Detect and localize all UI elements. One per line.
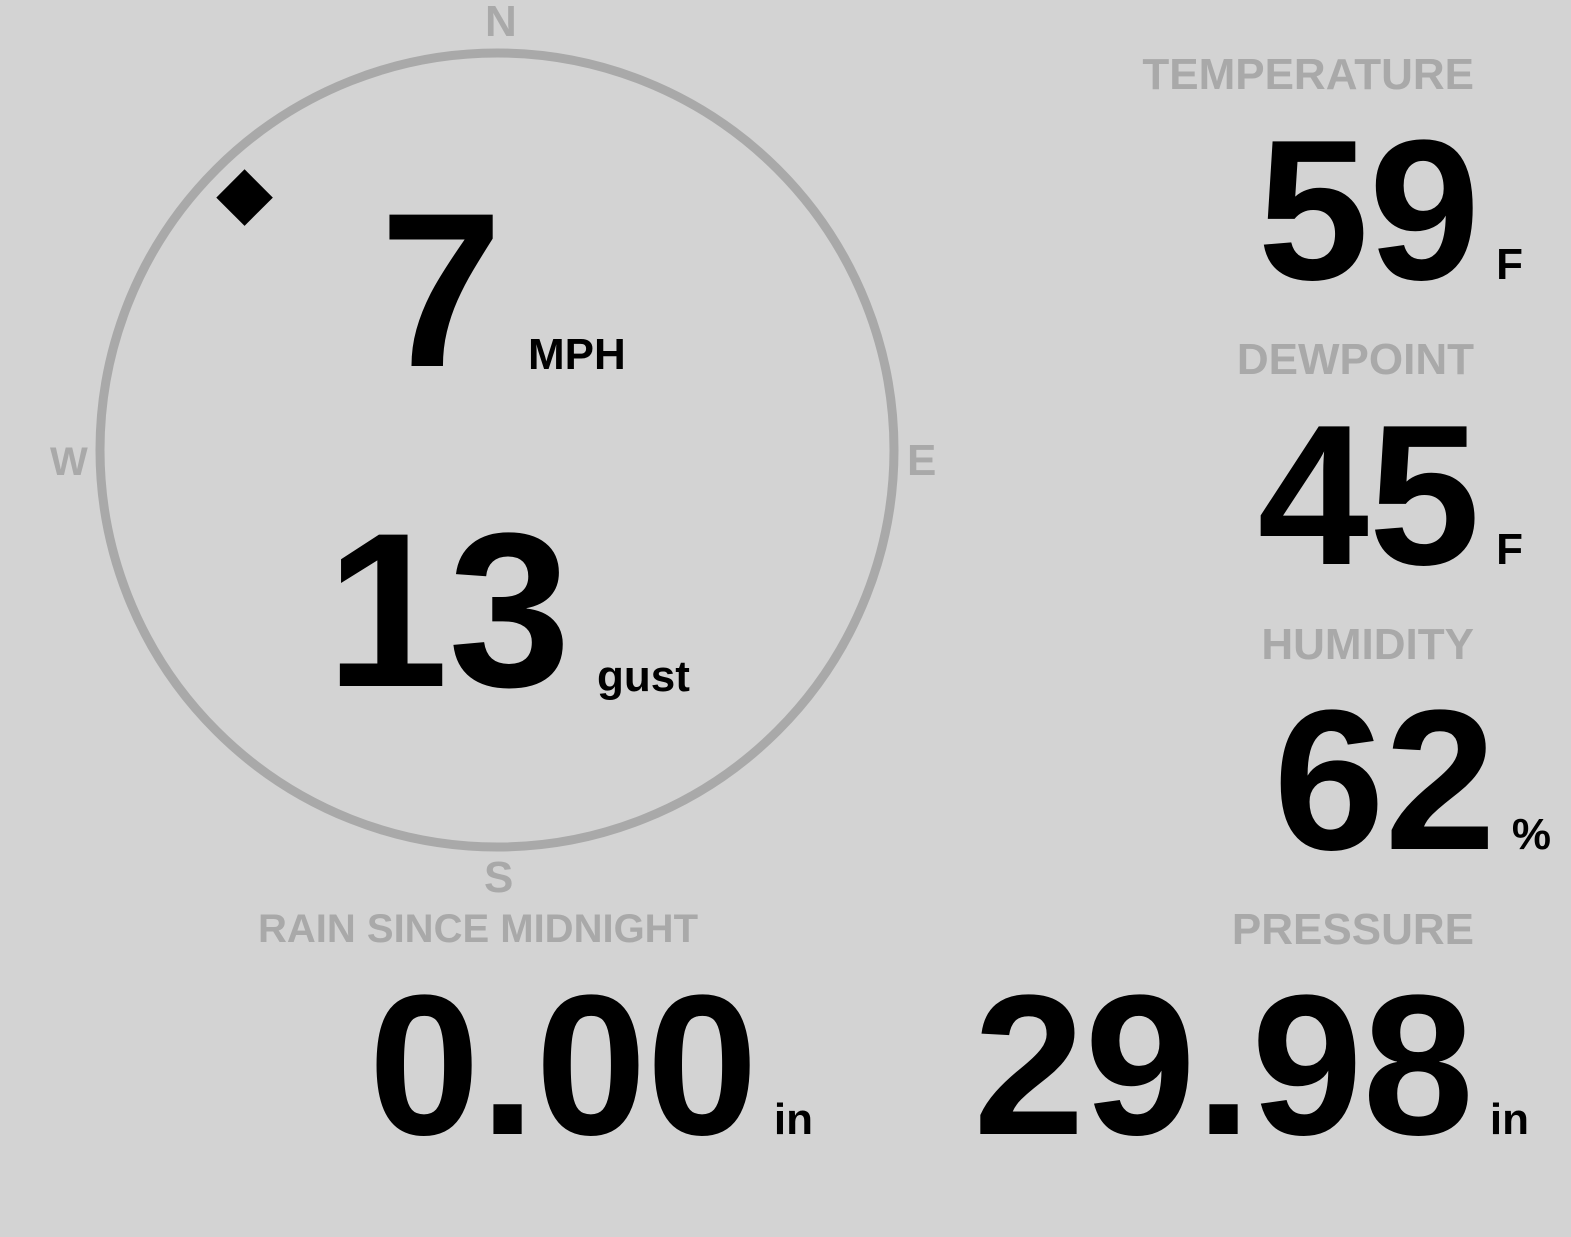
dewpoint-unit: F (1496, 525, 1523, 574)
wind-speed-unit: MPH (528, 330, 626, 379)
rain-reading: 0.00 in (369, 954, 813, 1177)
compass-north: N (485, 0, 517, 46)
dewpoint-reading: 45 F (1258, 384, 1523, 607)
compass-south: S (484, 853, 514, 902)
humidity-unit: % (1511, 810, 1551, 859)
rain-label: RAIN SINCE MIDNIGHT (258, 907, 698, 951)
wind-direction-marker (216, 169, 273, 226)
wind-speed-value: 7 (380, 167, 503, 413)
wind-gust-value: 13 (326, 487, 571, 733)
pressure-value: 29.98 (973, 954, 1474, 1177)
dewpoint-label: DEWPOINT (1236, 335, 1474, 384)
dewpoint-value: 45 (1257, 384, 1481, 607)
humidity-label: HUMIDITY (1261, 620, 1474, 669)
pressure-label: PRESSURE (1231, 905, 1474, 954)
pressure-reading: 29.98 in (973, 954, 1529, 1177)
compass-ring (95, 48, 899, 852)
rain-value: 0.00 (368, 954, 758, 1177)
humidity-value: 62 (1273, 669, 1496, 892)
humidity-reading: 62 % (1273, 669, 1551, 892)
pressure-unit: in (1489, 1095, 1529, 1144)
temperature-value: 59 (1257, 99, 1481, 322)
wind-compass (95, 48, 899, 852)
rain-unit: in (773, 1095, 813, 1144)
temperature-unit: F (1496, 240, 1523, 289)
compass-west: W (50, 440, 88, 484)
temperature-label: TEMPERATURE (1142, 50, 1474, 99)
compass-east: E (907, 436, 937, 485)
temperature-reading: 59 F (1258, 99, 1523, 322)
wind-gust-unit: gust (597, 652, 690, 701)
